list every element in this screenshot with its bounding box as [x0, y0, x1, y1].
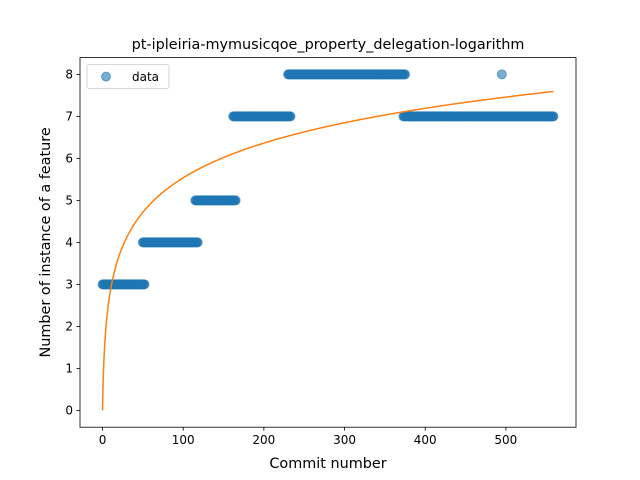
data-point — [192, 237, 203, 248]
data-point — [285, 111, 296, 122]
data-point — [139, 279, 150, 290]
fit-line — [101, 90, 554, 411]
y-axis-label: Number of instance of a feature — [38, 127, 54, 357]
data-point — [400, 69, 411, 80]
x-tick-label: 300 — [333, 433, 356, 447]
y-tick-label: 0 — [65, 404, 73, 418]
y-tick-label: 3 — [65, 278, 73, 292]
plot-frame — [79, 57, 577, 428]
y-tick-label: 7 — [65, 110, 73, 124]
x-tick-label: 400 — [414, 433, 437, 447]
legend: data — [86, 64, 170, 89]
y-tick-label: 6 — [65, 152, 73, 166]
x-tick-label: 0 — [99, 433, 107, 447]
y-tick-label: 4 — [65, 236, 73, 250]
axis-layer: 0 100 200 300 400 500 0 1 2 3 4 5 6 7 8 — [65, 68, 517, 448]
data-point — [230, 195, 241, 206]
legend-label-data: data — [132, 70, 159, 84]
y-tick-label: 2 — [65, 320, 73, 334]
y-tick-label: 1 — [65, 362, 73, 376]
x-tick-label: 500 — [494, 433, 517, 447]
data-point — [548, 111, 559, 122]
y-tick-label: 5 — [65, 194, 73, 208]
x-tick-label: 100 — [172, 433, 195, 447]
data-layer — [97, 69, 559, 411]
x-axis-label: Commit number — [269, 456, 386, 472]
legend-box — [86, 64, 170, 89]
data-point — [496, 69, 507, 80]
chart-title: pt-ipleiria-mymusicqoe_property_delegati… — [132, 37, 525, 53]
y-tick-label: 8 — [65, 68, 73, 82]
x-tick-label: 200 — [252, 433, 275, 447]
legend-marker-data — [101, 71, 111, 82]
